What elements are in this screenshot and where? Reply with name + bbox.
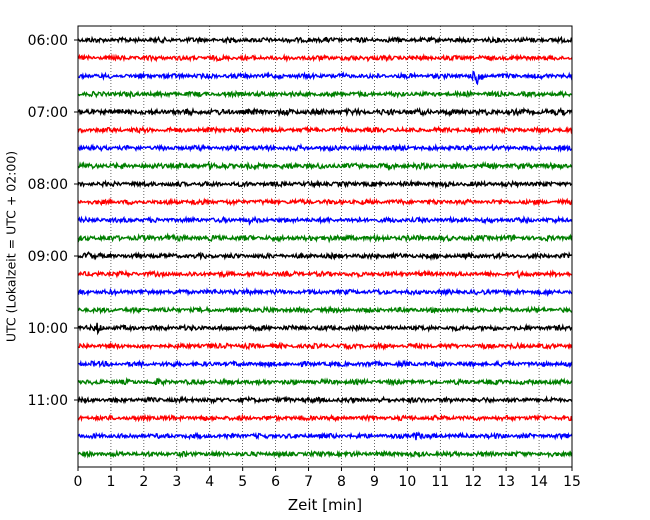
y-tick-label: 09:00 xyxy=(28,249,68,265)
trace-line xyxy=(77,359,573,369)
x-tick-label: 2 xyxy=(139,474,148,490)
trace-line xyxy=(77,106,573,118)
x-tick-label: 0 xyxy=(74,474,83,490)
trace-line xyxy=(77,322,573,336)
x-axis-label: Zeit [min] xyxy=(288,496,362,514)
x-tick-label: 7 xyxy=(304,474,313,490)
trace-line xyxy=(77,232,573,244)
y-tick-label: 08:00 xyxy=(28,177,68,193)
plot-frame xyxy=(77,25,573,468)
y-tick-label: 11:00 xyxy=(28,393,68,409)
trace-line xyxy=(77,142,573,153)
trace-line xyxy=(77,179,573,190)
y-tick-label: 07:00 xyxy=(28,105,68,121)
trace-line xyxy=(77,53,573,63)
x-tick-label: 1 xyxy=(106,474,115,490)
x-axis-ticks: 0 1 2 3 4 5 6 7 8 9 10 11 12 13 14 15 xyxy=(74,467,581,490)
x-tick-label: 12 xyxy=(464,474,482,490)
trace-line xyxy=(77,286,573,298)
y-tick-label: 10:00 xyxy=(28,321,68,337)
trace-line xyxy=(77,449,573,459)
x-tick-label: 10 xyxy=(398,474,416,490)
seismic-traces xyxy=(77,35,573,459)
x-tick-label: 13 xyxy=(497,474,515,490)
x-tick-label: 9 xyxy=(370,474,379,490)
x-tick-label: 15 xyxy=(563,474,581,490)
x-tick-label: 11 xyxy=(431,474,449,490)
trace-line xyxy=(77,431,573,441)
y-axis-ticks: 06:00 07:00 08:00 09:00 10:00 11:00 xyxy=(28,33,78,409)
x-tick-label: 4 xyxy=(205,474,214,490)
trace-line xyxy=(77,341,573,351)
trace-line xyxy=(77,160,572,172)
trace-line xyxy=(77,89,573,100)
trace-line xyxy=(77,125,573,135)
x-tick-label: 6 xyxy=(271,474,280,490)
trace-line xyxy=(77,305,573,315)
trace-line xyxy=(77,395,573,405)
x-tick-label: 14 xyxy=(530,474,548,490)
trace-line xyxy=(77,251,573,262)
trace-line xyxy=(77,376,573,387)
trace-line xyxy=(77,35,572,45)
x-tick-label: 8 xyxy=(337,474,346,490)
trace-line xyxy=(77,197,573,207)
trace-line xyxy=(77,269,573,280)
x-tick-label: 5 xyxy=(238,474,247,490)
y-tick-label: 06:00 xyxy=(28,33,68,49)
y-axis-label: UTC (Lokalzeit = UTC + 02:00) xyxy=(4,151,19,342)
trace-line xyxy=(77,215,573,226)
trace-line xyxy=(77,413,573,423)
x-tick-label: 3 xyxy=(172,474,181,490)
trace-line xyxy=(77,70,573,86)
